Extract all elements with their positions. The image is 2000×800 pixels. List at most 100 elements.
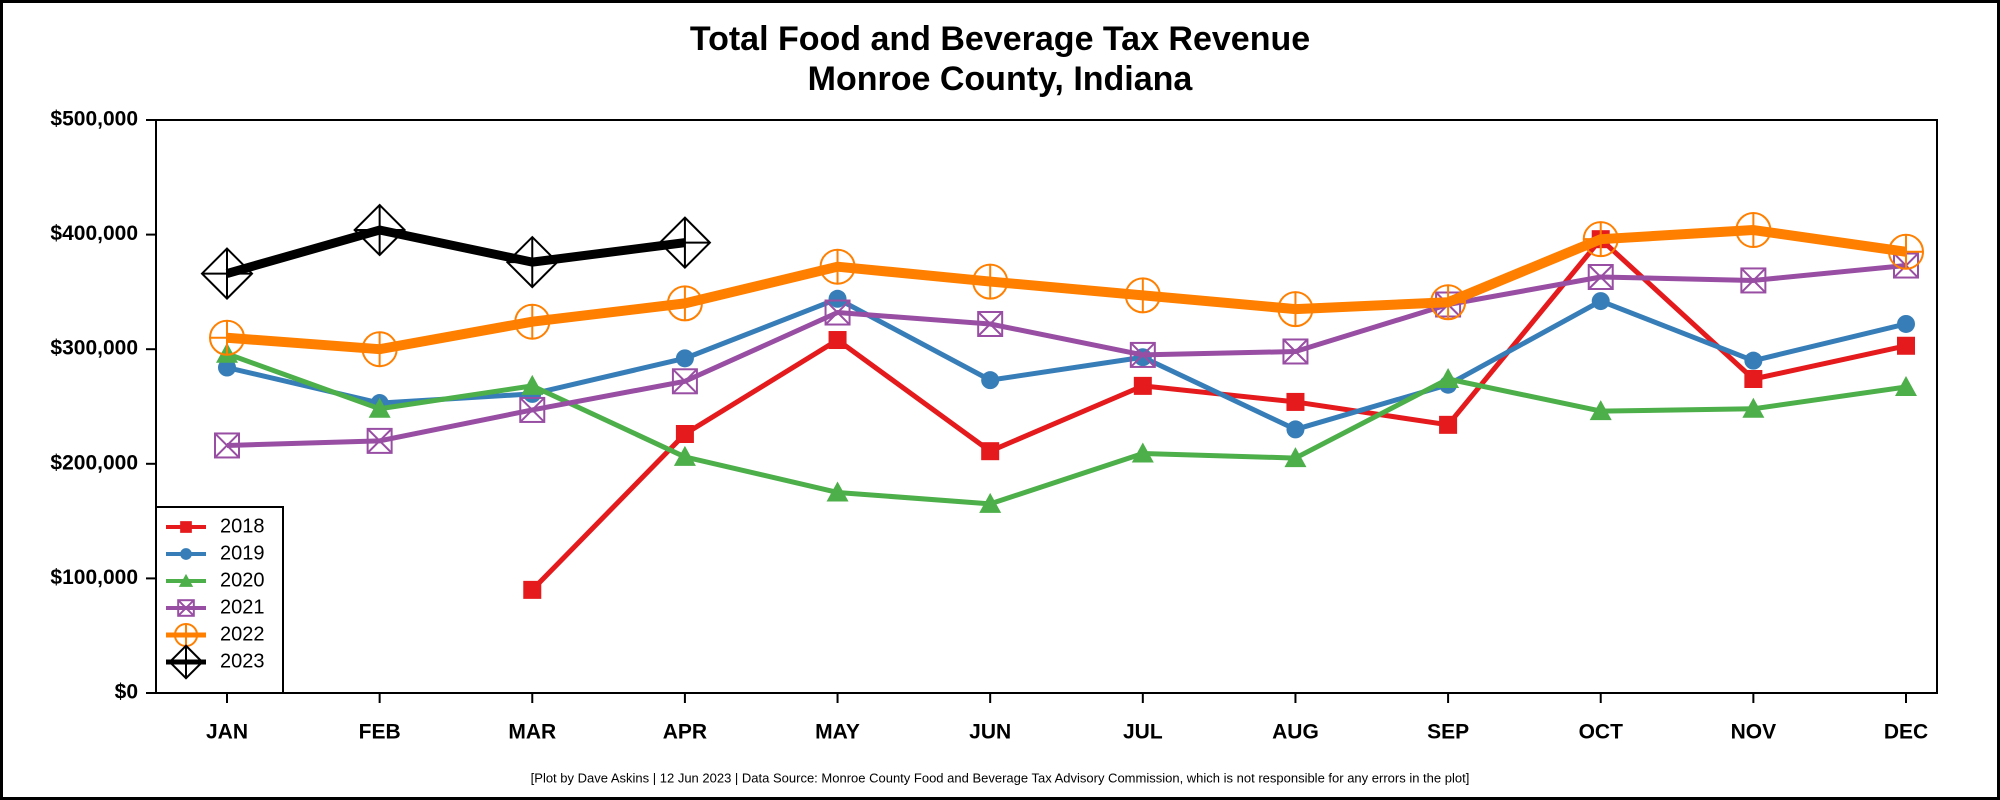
data-point bbox=[368, 397, 391, 418]
marker-shape bbox=[362, 332, 397, 367]
marker-shape bbox=[1282, 338, 1309, 365]
series-line bbox=[226, 351, 1907, 507]
x-tick-label: JUN bbox=[969, 721, 1011, 744]
x-tick-label: FEB bbox=[359, 721, 401, 744]
x-tick-label: MAY bbox=[815, 721, 860, 744]
data-point bbox=[828, 331, 847, 350]
marker-shape bbox=[1130, 342, 1156, 368]
x-tick-label: APR bbox=[663, 721, 707, 744]
data-point bbox=[214, 432, 240, 459]
data-point bbox=[1133, 376, 1152, 395]
data-point bbox=[828, 289, 847, 308]
marker-shape bbox=[1736, 213, 1771, 248]
data-point bbox=[523, 580, 542, 599]
x-tick-label: DEC bbox=[1884, 721, 1928, 744]
x-tick-label: MAR bbox=[508, 721, 556, 744]
series-line bbox=[226, 296, 1907, 432]
marker-shape bbox=[180, 521, 192, 533]
legend-marker bbox=[168, 644, 204, 680]
data-point bbox=[514, 303, 551, 340]
y-tick-label: $200,000 bbox=[50, 451, 138, 474]
marker-shape bbox=[1125, 278, 1160, 313]
marker-shape bbox=[1431, 285, 1466, 320]
data-point bbox=[209, 319, 245, 356]
data-point bbox=[1284, 447, 1307, 468]
marker-shape bbox=[672, 368, 698, 394]
data-point bbox=[361, 331, 398, 368]
marker-shape bbox=[973, 264, 1008, 299]
data-point bbox=[1286, 392, 1305, 411]
marker-shape bbox=[826, 481, 849, 502]
data-point bbox=[521, 374, 544, 395]
plot-frame bbox=[155, 119, 1938, 694]
data-point bbox=[675, 425, 694, 444]
marker-shape bbox=[523, 580, 542, 599]
marker-shape bbox=[1591, 292, 1610, 311]
data-point bbox=[1286, 420, 1305, 439]
marker-shape bbox=[1897, 336, 1915, 355]
data-point bbox=[1888, 233, 1924, 270]
data-point bbox=[981, 442, 1000, 461]
marker-shape bbox=[214, 432, 240, 459]
marker-shape bbox=[1744, 351, 1763, 370]
data-point bbox=[671, 368, 698, 395]
marker-shape bbox=[1740, 267, 1767, 294]
marker-shape bbox=[1133, 376, 1152, 395]
marker-shape bbox=[820, 249, 855, 284]
data-point bbox=[1587, 264, 1614, 291]
marker-shape bbox=[169, 645, 203, 679]
data-point bbox=[824, 299, 851, 326]
marker-shape bbox=[519, 396, 546, 423]
data-point bbox=[1897, 314, 1915, 333]
data-point bbox=[1129, 341, 1156, 368]
legend-label: 2020 bbox=[220, 569, 265, 591]
legend-label: 2019 bbox=[220, 542, 265, 564]
marker-shape bbox=[824, 299, 851, 326]
data-point bbox=[819, 248, 856, 285]
marker-shape bbox=[202, 248, 252, 299]
marker-shape bbox=[178, 573, 194, 587]
data-point bbox=[1591, 292, 1610, 311]
marker-shape bbox=[828, 289, 847, 308]
data-point bbox=[1744, 369, 1763, 388]
marker-shape bbox=[675, 425, 694, 444]
data-point bbox=[1430, 284, 1467, 321]
data-point bbox=[1895, 376, 1917, 397]
data-point bbox=[218, 358, 236, 377]
marker-shape bbox=[659, 217, 710, 268]
data-point bbox=[1124, 277, 1161, 314]
marker-shape bbox=[1742, 397, 1765, 418]
marker-shape bbox=[180, 548, 192, 560]
marker-shape bbox=[218, 358, 236, 377]
marker-shape bbox=[177, 599, 195, 617]
legend-label: 2023 bbox=[220, 650, 265, 672]
marker-shape bbox=[981, 442, 1000, 461]
data-point bbox=[1437, 367, 1460, 388]
data-point bbox=[366, 427, 393, 454]
data-point bbox=[1589, 400, 1612, 421]
data-point bbox=[979, 492, 1002, 513]
source-note: [Plot by Dave Askins | 12 Jun 2023 | Dat… bbox=[531, 770, 1470, 785]
data-point bbox=[977, 310, 1004, 337]
y-tick-label: $100,000 bbox=[50, 566, 138, 589]
data-point bbox=[1742, 397, 1765, 418]
marker-shape bbox=[1740, 267, 1767, 294]
series-line bbox=[226, 263, 1907, 448]
marker-shape bbox=[828, 331, 847, 350]
marker-shape bbox=[515, 304, 550, 339]
marker-shape bbox=[671, 368, 698, 395]
marker-shape bbox=[1744, 369, 1763, 388]
x-tick-label: JAN bbox=[206, 721, 248, 744]
marker-shape bbox=[354, 205, 405, 256]
y-tick-label: $0 bbox=[115, 681, 138, 704]
marker-shape bbox=[1437, 367, 1460, 388]
marker-shape bbox=[1284, 447, 1307, 468]
x-tick-label: OCT bbox=[1579, 721, 1624, 744]
legend-label: 2022 bbox=[220, 623, 265, 645]
marker-shape bbox=[977, 311, 1003, 337]
marker-shape bbox=[174, 623, 198, 647]
y-tick-label: $500,000 bbox=[50, 108, 138, 131]
marker-shape bbox=[210, 320, 244, 355]
marker-shape bbox=[1286, 420, 1305, 439]
